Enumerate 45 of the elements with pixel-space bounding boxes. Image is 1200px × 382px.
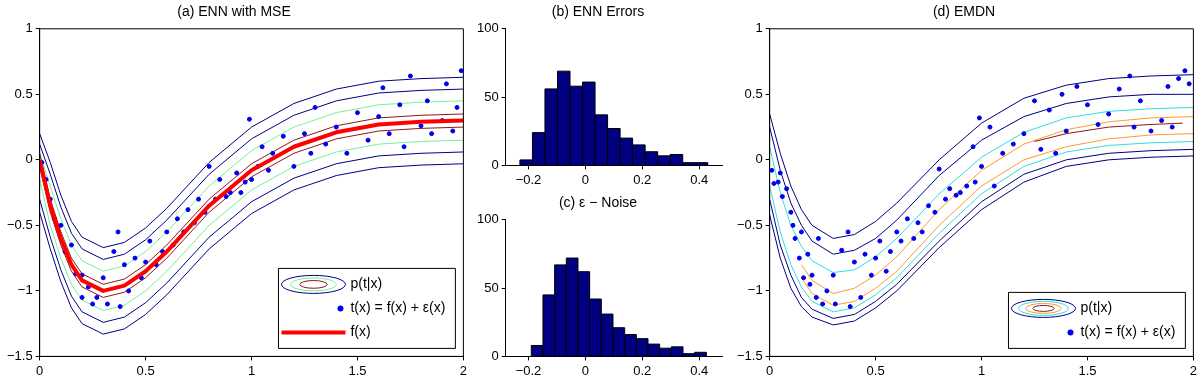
x-tick-label: 1 bbox=[977, 362, 986, 378]
x-tick-label: 0.2 bbox=[633, 171, 652, 187]
chart-title: (a) ENN with MSE bbox=[177, 3, 291, 20]
chart-title: (b) ENN Errors bbox=[551, 3, 645, 20]
y-tick-label: −0.5 bbox=[6, 216, 33, 232]
y-tick-label: 0 bbox=[25, 151, 33, 167]
x-tick-label: 0 bbox=[36, 362, 44, 378]
legend-label: p(t|x) bbox=[1080, 299, 1113, 316]
y-tick-label: 100 bbox=[476, 211, 499, 227]
y-tick-label: 50 bbox=[484, 88, 499, 104]
y-tick-label: −1.5 bbox=[736, 347, 763, 363]
x-tick-label: 0.2 bbox=[633, 362, 652, 378]
x-tick-label: 1.5 bbox=[348, 362, 367, 378]
x-tick-label: 1.5 bbox=[1078, 362, 1097, 378]
x-tick-label: 0.4 bbox=[690, 171, 709, 187]
y-tick-label: 0 bbox=[491, 347, 499, 363]
y-tick-label: 50 bbox=[484, 279, 499, 295]
x-tick-label: 0 bbox=[581, 171, 589, 187]
legend-label: t(x) = f(x) + ε(x) bbox=[350, 299, 446, 316]
legend-label: f(x) bbox=[350, 323, 371, 340]
x-tick-label: 0 bbox=[581, 362, 589, 378]
y-tick-label: 1 bbox=[755, 20, 763, 36]
y-tick-label: 1 bbox=[25, 20, 33, 36]
x-tick-label: 0.4 bbox=[690, 362, 709, 378]
x-tick-label: −0.2 bbox=[515, 362, 542, 378]
x-tick-label: −0.2 bbox=[515, 171, 542, 187]
legend-label: p(t|x) bbox=[350, 275, 383, 292]
x-tick-label: 1 bbox=[247, 362, 256, 378]
x-tick-label: 0.5 bbox=[866, 362, 885, 378]
chart-title: (c) ε − Noise bbox=[558, 194, 638, 211]
y-tick-label: 100 bbox=[476, 20, 499, 36]
y-tick-label: 0 bbox=[491, 156, 499, 172]
y-tick-label: 0 bbox=[755, 151, 763, 167]
chart-title: (d) EMDN bbox=[932, 3, 996, 20]
y-tick-label: −1 bbox=[747, 282, 763, 298]
x-tick-label: 2 bbox=[1189, 362, 1197, 378]
y-tick-label: 0.5 bbox=[14, 85, 33, 101]
y-tick-label: −1.5 bbox=[6, 347, 33, 363]
x-tick-label: 0.5 bbox=[136, 362, 155, 378]
y-tick-label: 0.5 bbox=[744, 85, 763, 101]
legend-label: t(x) = f(x) + ε(x) bbox=[1080, 323, 1176, 340]
x-tick-label: 2 bbox=[459, 362, 467, 378]
y-tick-label: −0.5 bbox=[736, 216, 763, 232]
x-tick-label: 0 bbox=[766, 362, 774, 378]
y-tick-label: −1 bbox=[17, 282, 33, 298]
